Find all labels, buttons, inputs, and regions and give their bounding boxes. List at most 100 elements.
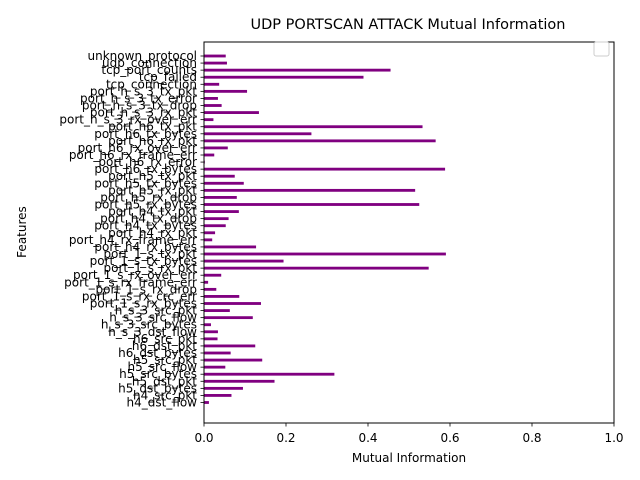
y-tick-label-h4_dst_flow: h4_dst_flow — [126, 396, 197, 410]
bar-h4_dst_flow — [204, 401, 209, 404]
y-tick-label-port_1_s_rx_crc_err: port_1_s_rx_crc_err — [82, 289, 197, 303]
y-tick-label-port_h_s_3_tx_pkt: port_h_s_3_tx_pkt — [90, 84, 197, 98]
y-tick-label-port_1_s_rx_pkt: port_1_s_rx_pkt — [104, 261, 198, 275]
bar-port_1_s_tx_bytes — [204, 259, 284, 263]
y-tick-label-h5_src_pkt: h5_src_pkt — [133, 353, 197, 367]
bar-port_h_s_3_tx_error — [204, 97, 218, 100]
x-tick-label: 0.2 — [276, 431, 295, 445]
bar-port_h5_tx_bytes — [204, 181, 244, 185]
y-tick-label-port_h5_rx_pkt: port_h5_rx_pkt — [108, 183, 197, 197]
bar-h5_src_bytes — [204, 372, 335, 376]
bar-h5_dst_pkt — [204, 379, 275, 383]
y-tick-label-unknown_protocol: unknown_protocol — [88, 49, 197, 63]
y-axis-ticks: h4_dst_flowh4_src_pkth5_dst_bytesh5_dst_… — [59, 49, 204, 410]
bar-port_h_s_3_tx_pkt — [204, 89, 248, 93]
bar-port_h6_rx_pkt — [204, 139, 436, 143]
bar-series — [204, 54, 446, 404]
bar-h6_dst_bytes — [204, 351, 231, 355]
y-tick-label-tcp_port_counts: tcp_port_counts — [101, 63, 197, 77]
bar-port_1_s_rx_over_err — [204, 273, 222, 277]
bar-h_s_3_src_bytes — [204, 323, 211, 327]
y-tick-label-h_s_3_src_bytes: h_s_3_src_bytes — [101, 318, 197, 332]
y-tick-label-h_s_3_src_pkt: h_s_3_src_pkt — [115, 304, 198, 318]
y-tick-label-port_h_s_3_rx_over_err: port_h_s_3_rx_over_err — [59, 113, 197, 127]
bar-udp_connection — [204, 61, 227, 65]
y-tick-label-port_h_s_3_tx_drop: port_h_s_3_tx_drop — [82, 99, 197, 113]
y-tick-label-port_h6_tx_pkt: port_h6_tx_pkt — [108, 120, 197, 134]
x-axis-ticks: 0.0 0.2 0.4 0.6 0.8 1.0 — [194, 423, 624, 445]
y-tick-label-port_h4_tx_bytes: port_h4_tx_bytes — [94, 219, 197, 233]
bar-port_1_s_rx_crc_err — [204, 295, 240, 298]
y-tick-label-port_h6_rx_frame_err: port_h6_rx_frame_err — [69, 148, 197, 162]
bar-h6_dst_pkt — [204, 344, 256, 348]
y-tick-label-tcp_connection: tcp_connection — [106, 77, 197, 91]
y-tick-label-port_1_s_rx_frame_err: port_1_s_rx_frame_err — [64, 275, 197, 289]
y-tick-label-port_h5_tx_pkt: port_h5_tx_pkt — [108, 169, 197, 183]
x-tick-label: 0.8 — [522, 431, 541, 445]
bar-port_h_s_3_rx_over_err — [204, 118, 214, 122]
bar-port_h4_rx_pkt — [204, 231, 216, 235]
bar-port_h6_rx_bytes — [204, 167, 446, 171]
bar-h_s_3_dst_flow — [204, 330, 218, 334]
y-tick-label-port_1_s_rx_over_err: port_1_s_rx_over_err — [73, 268, 197, 282]
legend-box — [593, 41, 610, 57]
y-tick-label-port_h4_tx_drop: port_h4_tx_drop — [100, 212, 197, 226]
bar-unknown_protocol — [204, 54, 226, 58]
y-tick-label-h_s_3_src_flow: h_s_3_src_flow — [109, 311, 197, 325]
bar-port_h4_tx_bytes — [204, 224, 226, 228]
y-tick-label-port_h4_rx_frame_err: port_h4_rx_frame_err — [69, 233, 197, 247]
y-tick-label-port_h4_rx_pkt: port_h4_rx_pkt — [108, 226, 197, 240]
bar-h5_src_pkt — [204, 358, 263, 362]
y-tick-label-port_h4_tx_pkt: port_h4_tx_pkt — [108, 205, 197, 219]
y-tick-label-h5_dst_pkt: h5_dst_pkt — [132, 374, 197, 388]
y-tick-label-h5_dst_bytes: h5_dst_bytes — [118, 381, 197, 395]
bar-port_h4_rx_frame_err — [204, 238, 213, 242]
bar-port_1_s_rx_bytes — [204, 302, 261, 305]
bar-port_h6_tx_bytes — [204, 132, 312, 136]
bar-port_h5_tx_pkt — [204, 174, 235, 178]
bar-port_h6_rx_over_err — [204, 146, 228, 150]
bar-port_h5_rx_pkt — [204, 188, 416, 192]
bar-h4_src_pkt — [204, 394, 232, 397]
bar-h5_dst_bytes — [204, 386, 243, 390]
y-tick-label-port_h5_rx_bytes: port_h5_rx_bytes — [94, 198, 197, 212]
x-tick-label: 0.6 — [440, 431, 459, 445]
x-tick-label: 0.4 — [358, 431, 377, 445]
y-tick-label-tcp_failed: tcp_failed — [139, 70, 197, 84]
bar-tcp_connection — [204, 82, 220, 86]
y-tick-label-port_1_s_tx_bytes: port_1_s_tx_bytes — [90, 254, 197, 268]
y-tick-label-port_h5_rx_drop: port_h5_rx_drop — [100, 190, 197, 204]
y-tick-label-port_h6_rx_bytes: port_h6_rx_bytes — [94, 162, 197, 176]
bar-port_1_s_tx_pkt — [204, 252, 446, 256]
bar-h6_src_pkt — [204, 337, 218, 341]
x-tick-label: 1.0 — [604, 431, 623, 445]
bar-h5_src_flow — [204, 365, 226, 369]
bar-port_h4_tx_pkt — [204, 210, 239, 213]
bar-port_1_s_rx_frame_err — [204, 280, 209, 284]
y-tick-label-port_h_s_3_tx_error: port_h_s_3_tx_error — [80, 91, 197, 105]
bar-h_s_3_src_flow — [204, 316, 253, 320]
y-tick-label-port_h6_rx_over_err: port_h6_rx_over_err — [78, 141, 197, 155]
x-axis-label: Mutual Information — [352, 451, 466, 465]
y-tick-label-port_h5_tx_bytes: port_h5_tx_bytes — [94, 176, 197, 190]
y-tick-label-h6_dst_bytes: h6_dst_bytes — [118, 346, 197, 360]
bar-port_h_s_3_rx_pkt — [204, 111, 259, 114]
bar-port_h5_rx_bytes — [204, 203, 420, 206]
y-tick-label-port_h6_tx_bytes: port_h6_tx_bytes — [94, 127, 197, 141]
axes-frame — [203, 41, 615, 424]
bar-tcp_failed — [204, 75, 364, 79]
bar-port_1_s_rx_pkt — [204, 266, 429, 270]
bar-port_h6_rx_frame_err — [204, 153, 215, 157]
y-tick-label-h6_src_pkt: h6_src_pkt — [133, 332, 197, 346]
y-tick-label-h_s_3_dst_flow: h_s_3_dst_flow — [108, 325, 197, 339]
y-tick-label-h4_src_pkt: h4_src_pkt — [133, 388, 197, 402]
bar-tcp_port_counts — [204, 68, 391, 72]
y-tick-label-port_h6_rx_error: port_h6_rx_error — [98, 155, 197, 169]
y-tick-label-port_h_s_3_rx_pkt: port_h_s_3_rx_pkt — [90, 106, 197, 120]
y-tick-label-port_1_s_rx_bytes: port_1_s_rx_bytes — [90, 297, 197, 311]
bar-h_s_3_src_pkt — [204, 309, 230, 312]
bar-port_h4_rx_bytes — [204, 245, 257, 249]
bar-port_h_s_3_tx_drop — [204, 104, 222, 107]
